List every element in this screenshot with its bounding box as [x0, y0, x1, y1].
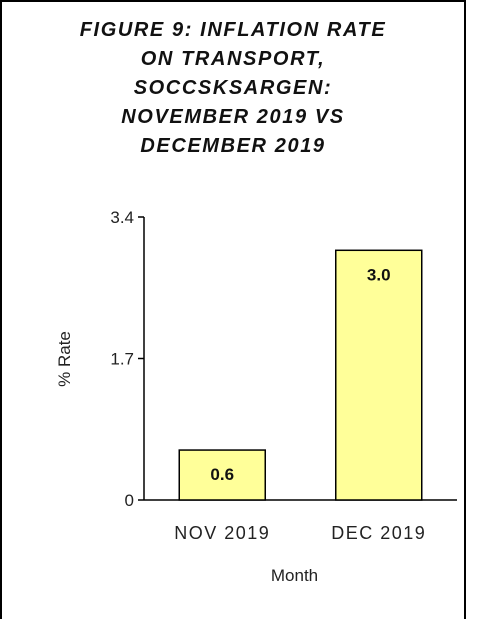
bar [335, 249, 423, 501]
x-tick-label: DEC 2019 [331, 523, 426, 543]
y-axis-label: % Rate [55, 331, 74, 387]
chart-title: FIGURE 9: INFLATION RATE ON TRANSPORT, S… [79, 19, 387, 157]
y-tick-label: 0 [125, 491, 134, 510]
chart-frame [0, 0, 466, 619]
data-label: 3.0 [367, 265, 391, 284]
y-tick-label: 3.4 [110, 208, 134, 227]
bar [178, 449, 266, 501]
x-axis-label: Month [271, 566, 318, 585]
data-label: 0.6 [210, 465, 234, 484]
x-tick-label: NOV 2019 [174, 523, 270, 543]
y-tick-label: 1.7 [110, 350, 134, 369]
